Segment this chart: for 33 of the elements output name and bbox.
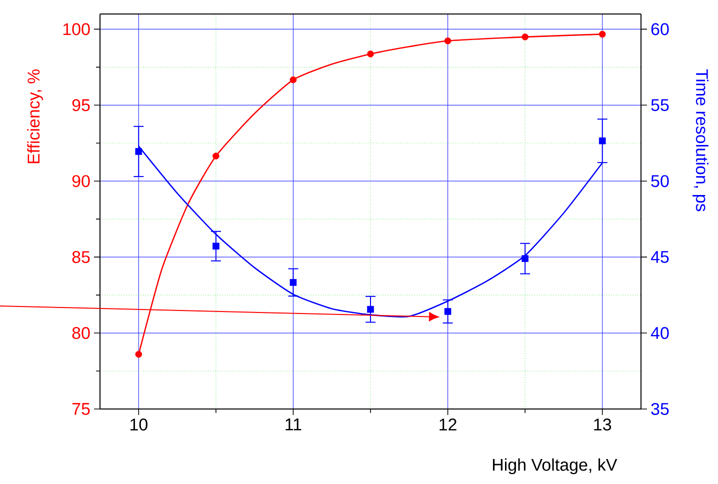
y2-tick-label: 45 xyxy=(650,251,669,263)
point xyxy=(212,242,220,250)
y-tick-label: 100 xyxy=(63,23,90,36)
y2-tick-label: 50 xyxy=(651,175,669,188)
point xyxy=(290,279,297,286)
point xyxy=(444,308,452,315)
y2-tick-label: 40 xyxy=(650,327,669,340)
x-tick-label: 11 xyxy=(286,418,302,430)
x-tick-label: 13 xyxy=(594,418,612,431)
y-tick-label: 75 xyxy=(72,403,90,415)
y2-tick-label: 35 xyxy=(651,402,669,416)
point xyxy=(290,76,297,84)
y2-tick-label: 60 xyxy=(651,23,669,36)
y-tick-label: 90 xyxy=(72,175,90,188)
y-tick-label: 80 xyxy=(72,327,90,340)
point xyxy=(598,137,606,144)
point xyxy=(444,37,452,44)
y-tick-label: 95 xyxy=(72,99,90,112)
point xyxy=(598,30,606,38)
x-tick-label: 10 xyxy=(130,418,148,431)
x-tick-label: 12 xyxy=(440,418,456,430)
y2-axis-title: Time resolution, ps xyxy=(692,69,708,212)
point xyxy=(367,306,374,313)
point xyxy=(522,255,528,262)
point xyxy=(522,34,528,40)
point xyxy=(135,350,142,358)
y-tick-label: 85 xyxy=(72,251,90,264)
point xyxy=(367,50,374,58)
point xyxy=(212,152,220,160)
y-axis-title: Efficiency, % xyxy=(27,69,44,164)
y2-tick-label: 55 xyxy=(651,99,669,112)
point xyxy=(135,148,142,155)
x-axis-title: High Voltage, kV xyxy=(492,458,618,474)
